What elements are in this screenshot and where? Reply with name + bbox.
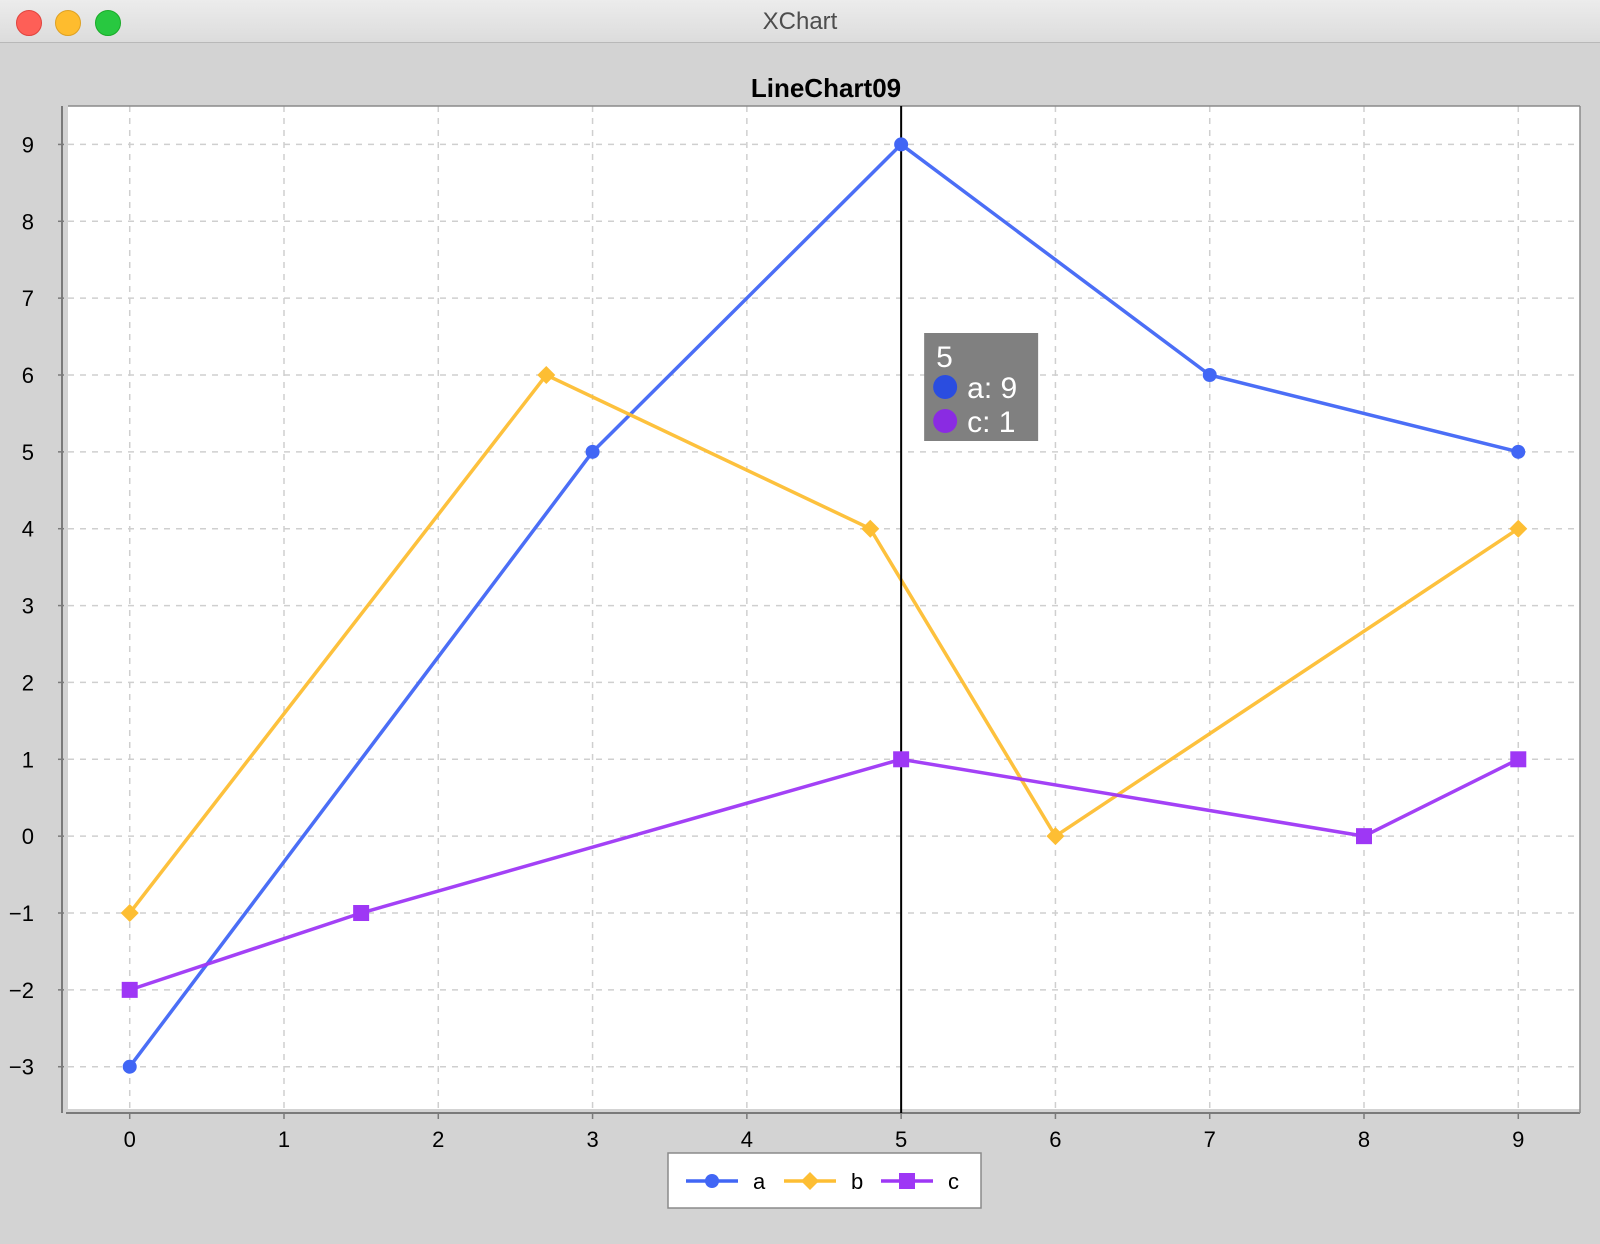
y-tick-label: 7 (22, 286, 34, 311)
y-tick-label: 0 (22, 824, 34, 849)
data-point-a (1202, 368, 1217, 383)
plot-area (68, 106, 1580, 1109)
x-tick-label: 8 (1358, 1127, 1370, 1152)
data-point-a (1511, 444, 1526, 459)
y-tick-label: 5 (22, 440, 34, 465)
data-point-b (120, 904, 139, 923)
tooltip-row-label: c: 1 (967, 406, 1015, 439)
data-point-a (585, 444, 600, 459)
x-tick-label: 0 (124, 1127, 136, 1152)
y-tick-label: 9 (22, 132, 34, 157)
x-tick-label: 6 (1049, 1127, 1061, 1152)
x-tick-label: 5 (895, 1127, 907, 1152)
y-tick-label: −1 (9, 901, 34, 926)
legend-marker-b (801, 1172, 819, 1190)
data-point-c (893, 751, 910, 768)
chart-panel: LineChart09 0 1 2 3 4 5 6 7 8 9 −3 −2 −1 0 1 2 3 4 5 6 7 8 9 5… (0, 43, 1600, 1244)
data-point-a (894, 137, 909, 152)
tooltip-series-dot (933, 409, 958, 433)
legend-marker-a (705, 1174, 719, 1188)
data-point-c (1510, 751, 1527, 768)
x-tick-label: 3 (586, 1127, 598, 1152)
data-point-c (121, 981, 138, 998)
x-tick-label: 4 (741, 1127, 753, 1152)
data-point-b (1046, 827, 1065, 846)
minimize-window-button[interactable] (55, 10, 81, 36)
data-point-c (1356, 828, 1372, 845)
line-chart: LineChart09 0 1 2 3 4 5 6 7 8 9 −3 −2 −1 0 1 2 3 4 5 6 7 8 9 5… (9, 73, 1581, 1209)
data-point-b (1509, 519, 1528, 538)
maximize-window-button[interactable] (95, 10, 121, 36)
y-tick-label: 1 (22, 747, 34, 772)
data-point-c (353, 905, 370, 922)
chart-title: LineChart09 (751, 73, 901, 103)
legend-label-b: b (851, 1169, 863, 1194)
tooltip-row-label: a: 9 (967, 372, 1017, 405)
title-bar: XChart (0, 0, 1600, 43)
x-tick-label: 1 (278, 1127, 290, 1152)
series-markers (120, 137, 1528, 1074)
x-tick-label: 7 (1204, 1127, 1216, 1152)
legend-label-a: a (753, 1169, 766, 1194)
legend-label-c: c (948, 1169, 959, 1194)
x-tick-label: 9 (1512, 1127, 1524, 1152)
tooltip-title: 5 (936, 341, 953, 374)
y-tick-label: −3 (9, 1055, 34, 1080)
y-tick-label: 8 (22, 209, 34, 234)
y-tick-label: −2 (9, 978, 34, 1003)
y-tick-label: 2 (22, 670, 34, 695)
hover-tooltip: 5 a: 9c: 1 (924, 333, 1039, 441)
window-title: XChart (762, 8, 838, 35)
tooltip-series-dot (933, 375, 958, 399)
data-point-b (537, 366, 556, 385)
y-tick-label: 4 (22, 517, 34, 542)
data-point-a (122, 1059, 137, 1074)
close-window-button[interactable] (16, 10, 42, 36)
y-tick-label: 3 (22, 594, 34, 619)
legend: a b c (667, 1152, 982, 1209)
x-tick-label: 2 (432, 1127, 444, 1152)
legend-marker-c (899, 1173, 915, 1189)
data-point-b (861, 519, 880, 538)
axes: 0 1 2 3 4 5 6 7 8 9 −3 −2 −1 0 1 2 3 4 5 6 7 8 9 (9, 105, 1581, 1152)
y-tick-label: 6 (22, 363, 34, 388)
